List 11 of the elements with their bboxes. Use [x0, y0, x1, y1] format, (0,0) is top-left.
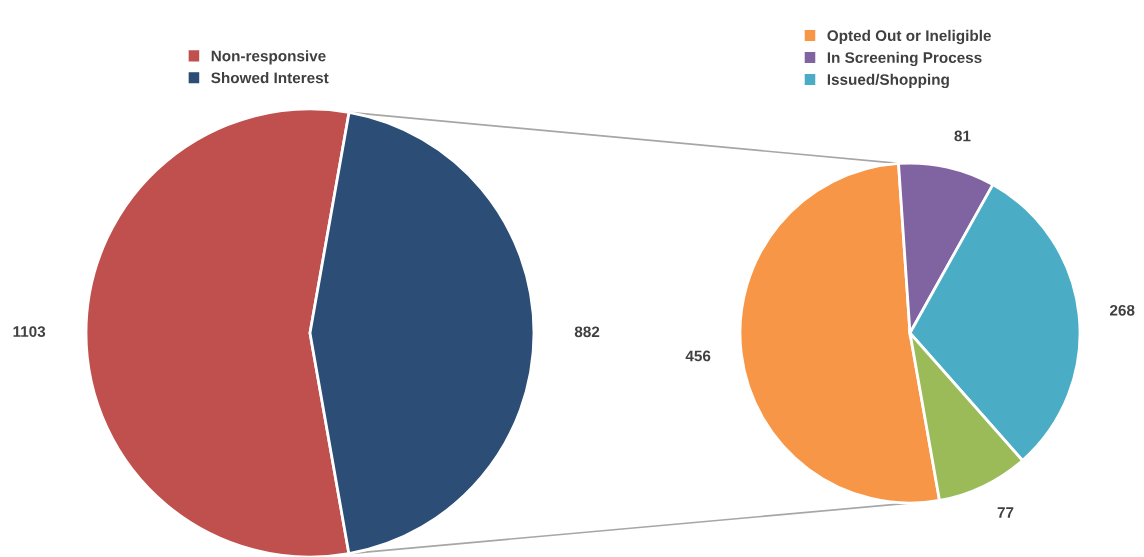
data-label: 81	[954, 130, 971, 142]
data-label: 882	[574, 326, 600, 338]
data-label: 77	[997, 507, 1014, 518]
legend-label: Opted Out or Ineligible	[827, 29, 991, 45]
legend-label: Non-responsive	[211, 50, 326, 65]
data-label: 268	[1109, 304, 1135, 316]
legend-label: Issued/Shopping	[827, 73, 949, 89]
legend-label: Showed Interest	[211, 72, 329, 84]
data-label: 456	[685, 350, 711, 362]
data-label: 1103	[13, 326, 46, 338]
legend-label: In Screening Process	[827, 51, 982, 67]
